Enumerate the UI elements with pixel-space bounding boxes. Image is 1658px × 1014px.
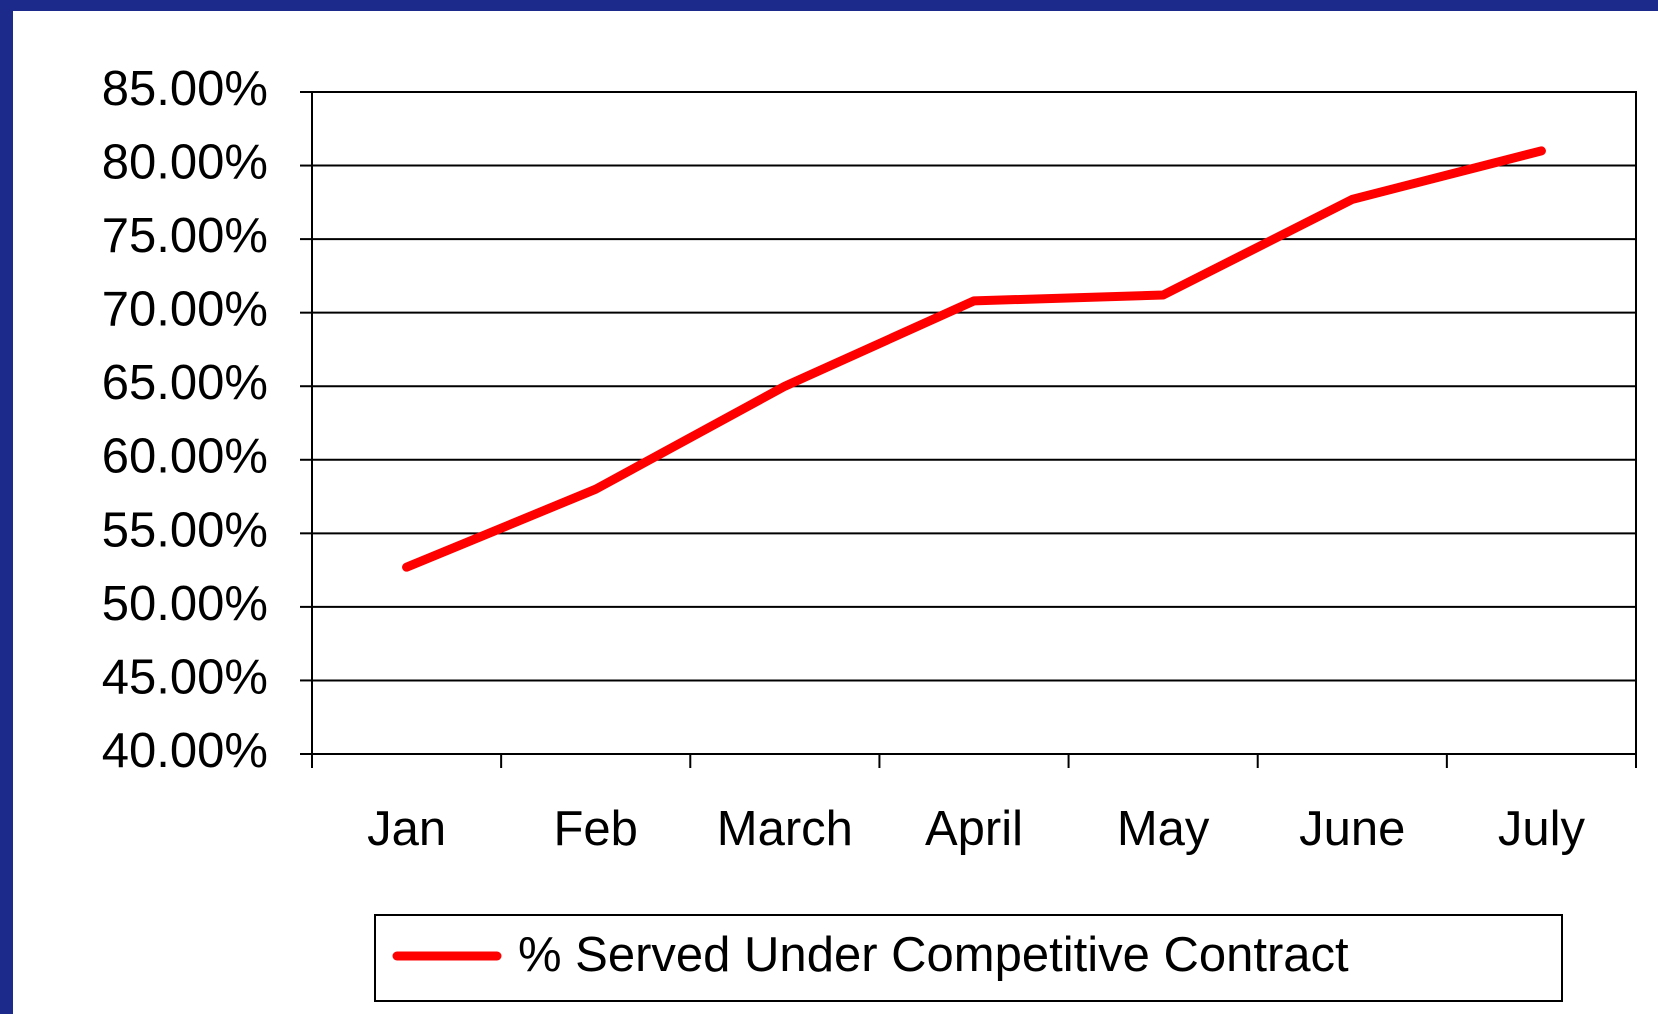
y-tick-label: 45.00% xyxy=(102,650,268,704)
x-tick-label: April xyxy=(925,802,1023,856)
plot-frame xyxy=(311,91,1637,755)
x-tick-label: Feb xyxy=(553,802,637,856)
chart-area xyxy=(13,11,1658,1014)
y-tick-label: 80.00% xyxy=(102,135,268,189)
y-tick-label: 75.00% xyxy=(102,209,268,263)
x-tick-label: May xyxy=(1117,802,1210,856)
line-series xyxy=(402,146,1546,572)
y-tick-label: 65.00% xyxy=(102,356,268,410)
y-tick-label: 40.00% xyxy=(102,724,268,778)
x-tick-label: June xyxy=(1299,802,1405,856)
x-tick-label: March xyxy=(717,802,853,856)
legend-label: % Served Under Competitive Contract xyxy=(518,928,1349,982)
y-tick-label: 55.00% xyxy=(102,503,268,557)
y-tick-label: 70.00% xyxy=(102,283,268,337)
y-tick-label: 85.00% xyxy=(102,62,268,116)
y-tick-label: 60.00% xyxy=(102,430,268,484)
legend-box xyxy=(374,914,1563,1002)
x-tick-label: Jan xyxy=(367,802,446,856)
y-tick-label: 50.00% xyxy=(102,577,268,631)
x-tick-label: July xyxy=(1498,802,1586,856)
